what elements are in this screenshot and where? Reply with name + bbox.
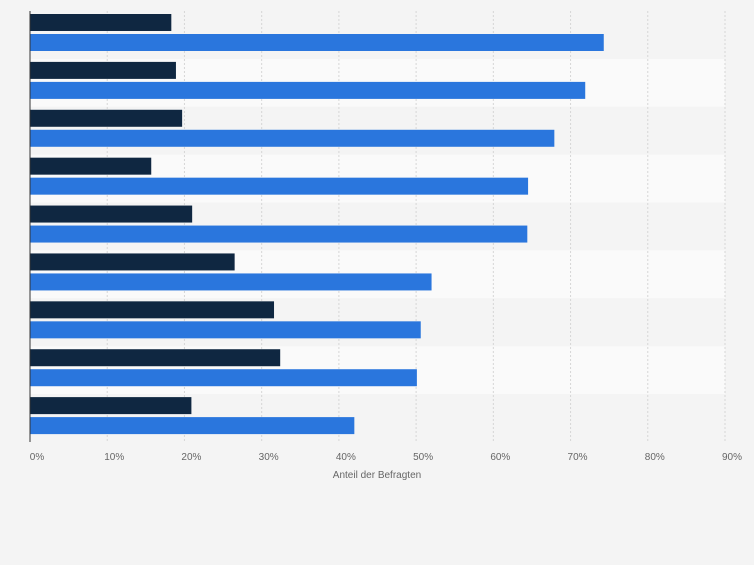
bar-series-1 <box>30 253 235 271</box>
bar-series-2 <box>30 369 417 387</box>
x-tick-label: 70% <box>568 452 588 463</box>
bar-series-1 <box>30 61 176 79</box>
bar-series-2 <box>30 177 529 195</box>
x-tick-label: 60% <box>490 452 510 463</box>
bar-series-1 <box>30 14 172 31</box>
bar-series-1 <box>30 157 152 175</box>
x-tick-label: 40% <box>336 452 356 463</box>
bar-series-2 <box>30 225 528 243</box>
x-tick-label: 30% <box>259 452 279 463</box>
x-tick-label: 50% <box>413 452 433 463</box>
x-tick-label: 0% <box>30 452 45 463</box>
bar-series-2 <box>30 129 555 147</box>
x-tick-label: 10% <box>104 452 124 463</box>
bar-series-1 <box>30 301 275 319</box>
x-tick-label: 20% <box>181 452 201 463</box>
x-tick-label: 80% <box>645 452 665 463</box>
bar-series-1 <box>30 397 192 415</box>
bar-series-2 <box>30 81 586 99</box>
bar-series-2 <box>30 417 355 435</box>
bar-series-2 <box>30 34 604 51</box>
bar-series-2 <box>30 273 432 291</box>
bar-series-2 <box>30 321 421 339</box>
bar-series-1 <box>30 109 183 127</box>
x-axis-label: Anteil der Befragten <box>333 470 421 481</box>
x-tick-labels: 0% 10% 20% 30% 40% 50% 60% 70% 80% 90% <box>30 452 742 463</box>
bar-series-1 <box>30 205 193 223</box>
x-tick-label: 90% <box>722 452 742 463</box>
bar-series-1 <box>30 349 281 367</box>
bars <box>30 14 604 435</box>
